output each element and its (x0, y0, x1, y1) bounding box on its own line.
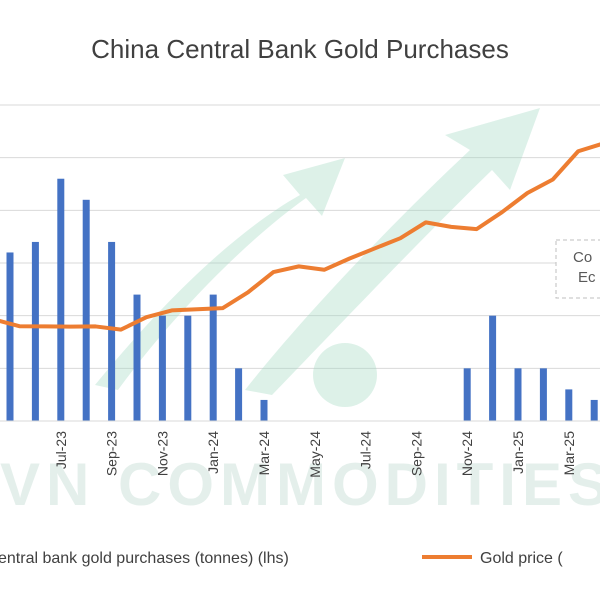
bar-Jul-23 (57, 178, 65, 421)
annotation-line-1: Co (573, 249, 592, 266)
gold-price-line (0, 142, 600, 332)
x-tick-label: Jan-24 (205, 431, 221, 474)
x-tick-label: Jan-25 (510, 431, 526, 474)
chart-title: China Central Bank Gold Purchases (91, 34, 509, 64)
bar-Dec-23 (184, 315, 192, 421)
gridlines (0, 104, 600, 369)
legend-line-label: Gold price ( (480, 550, 563, 567)
bar-Jun-23 (31, 241, 39, 421)
bar-Nov-24 (463, 368, 471, 421)
bar-Sep-23 (108, 241, 116, 421)
x-tick-label: Mar-24 (256, 431, 272, 476)
bar-Feb-24 (235, 368, 243, 421)
annotation-box: Co Ec (555, 239, 600, 299)
bar-series (6, 178, 598, 421)
x-tick-label: Jul-24 (358, 431, 374, 469)
line-series (0, 142, 600, 332)
bar-May-23 (6, 252, 14, 421)
x-tick-label: Nov-23 (154, 431, 170, 476)
x-tick-label: Sep-24 (408, 431, 424, 476)
annotation-line-2: Ec (578, 269, 596, 286)
bar-Aug-23 (82, 199, 90, 421)
bar-Nov-23 (158, 315, 166, 421)
legend: entral bank gold purchases (tonnes) (lhs… (0, 550, 563, 567)
bar-Jan-25 (514, 368, 522, 421)
bar-Jan-24 (209, 294, 217, 421)
x-tick-label: Jul-23 (53, 431, 69, 469)
bar-Dec-24 (489, 315, 497, 421)
bar-Mar-24 (260, 399, 268, 421)
x-tick-label: May-24 (307, 431, 323, 478)
watermark-arrow-logo (95, 108, 540, 407)
bar-Feb-25 (539, 368, 547, 421)
bar-Apr-25 (590, 399, 598, 421)
bar-Mar-25 (565, 389, 573, 421)
x-tick-labels: Jul-23 Sep-23 Nov-23 Jan-24 Mar-24 May-24 Jul-… (53, 431, 577, 478)
x-tick-label: Mar-25 (561, 431, 577, 476)
x-tick-label: Sep-23 (104, 431, 120, 476)
x-tick-label: Nov-24 (459, 431, 475, 476)
bar-Oct-23 (133, 294, 141, 421)
watermark-text: VN COMMODITIES (0, 451, 600, 518)
legend-bar-label: entral bank gold purchases (tonnes) (lhs… (0, 550, 289, 567)
